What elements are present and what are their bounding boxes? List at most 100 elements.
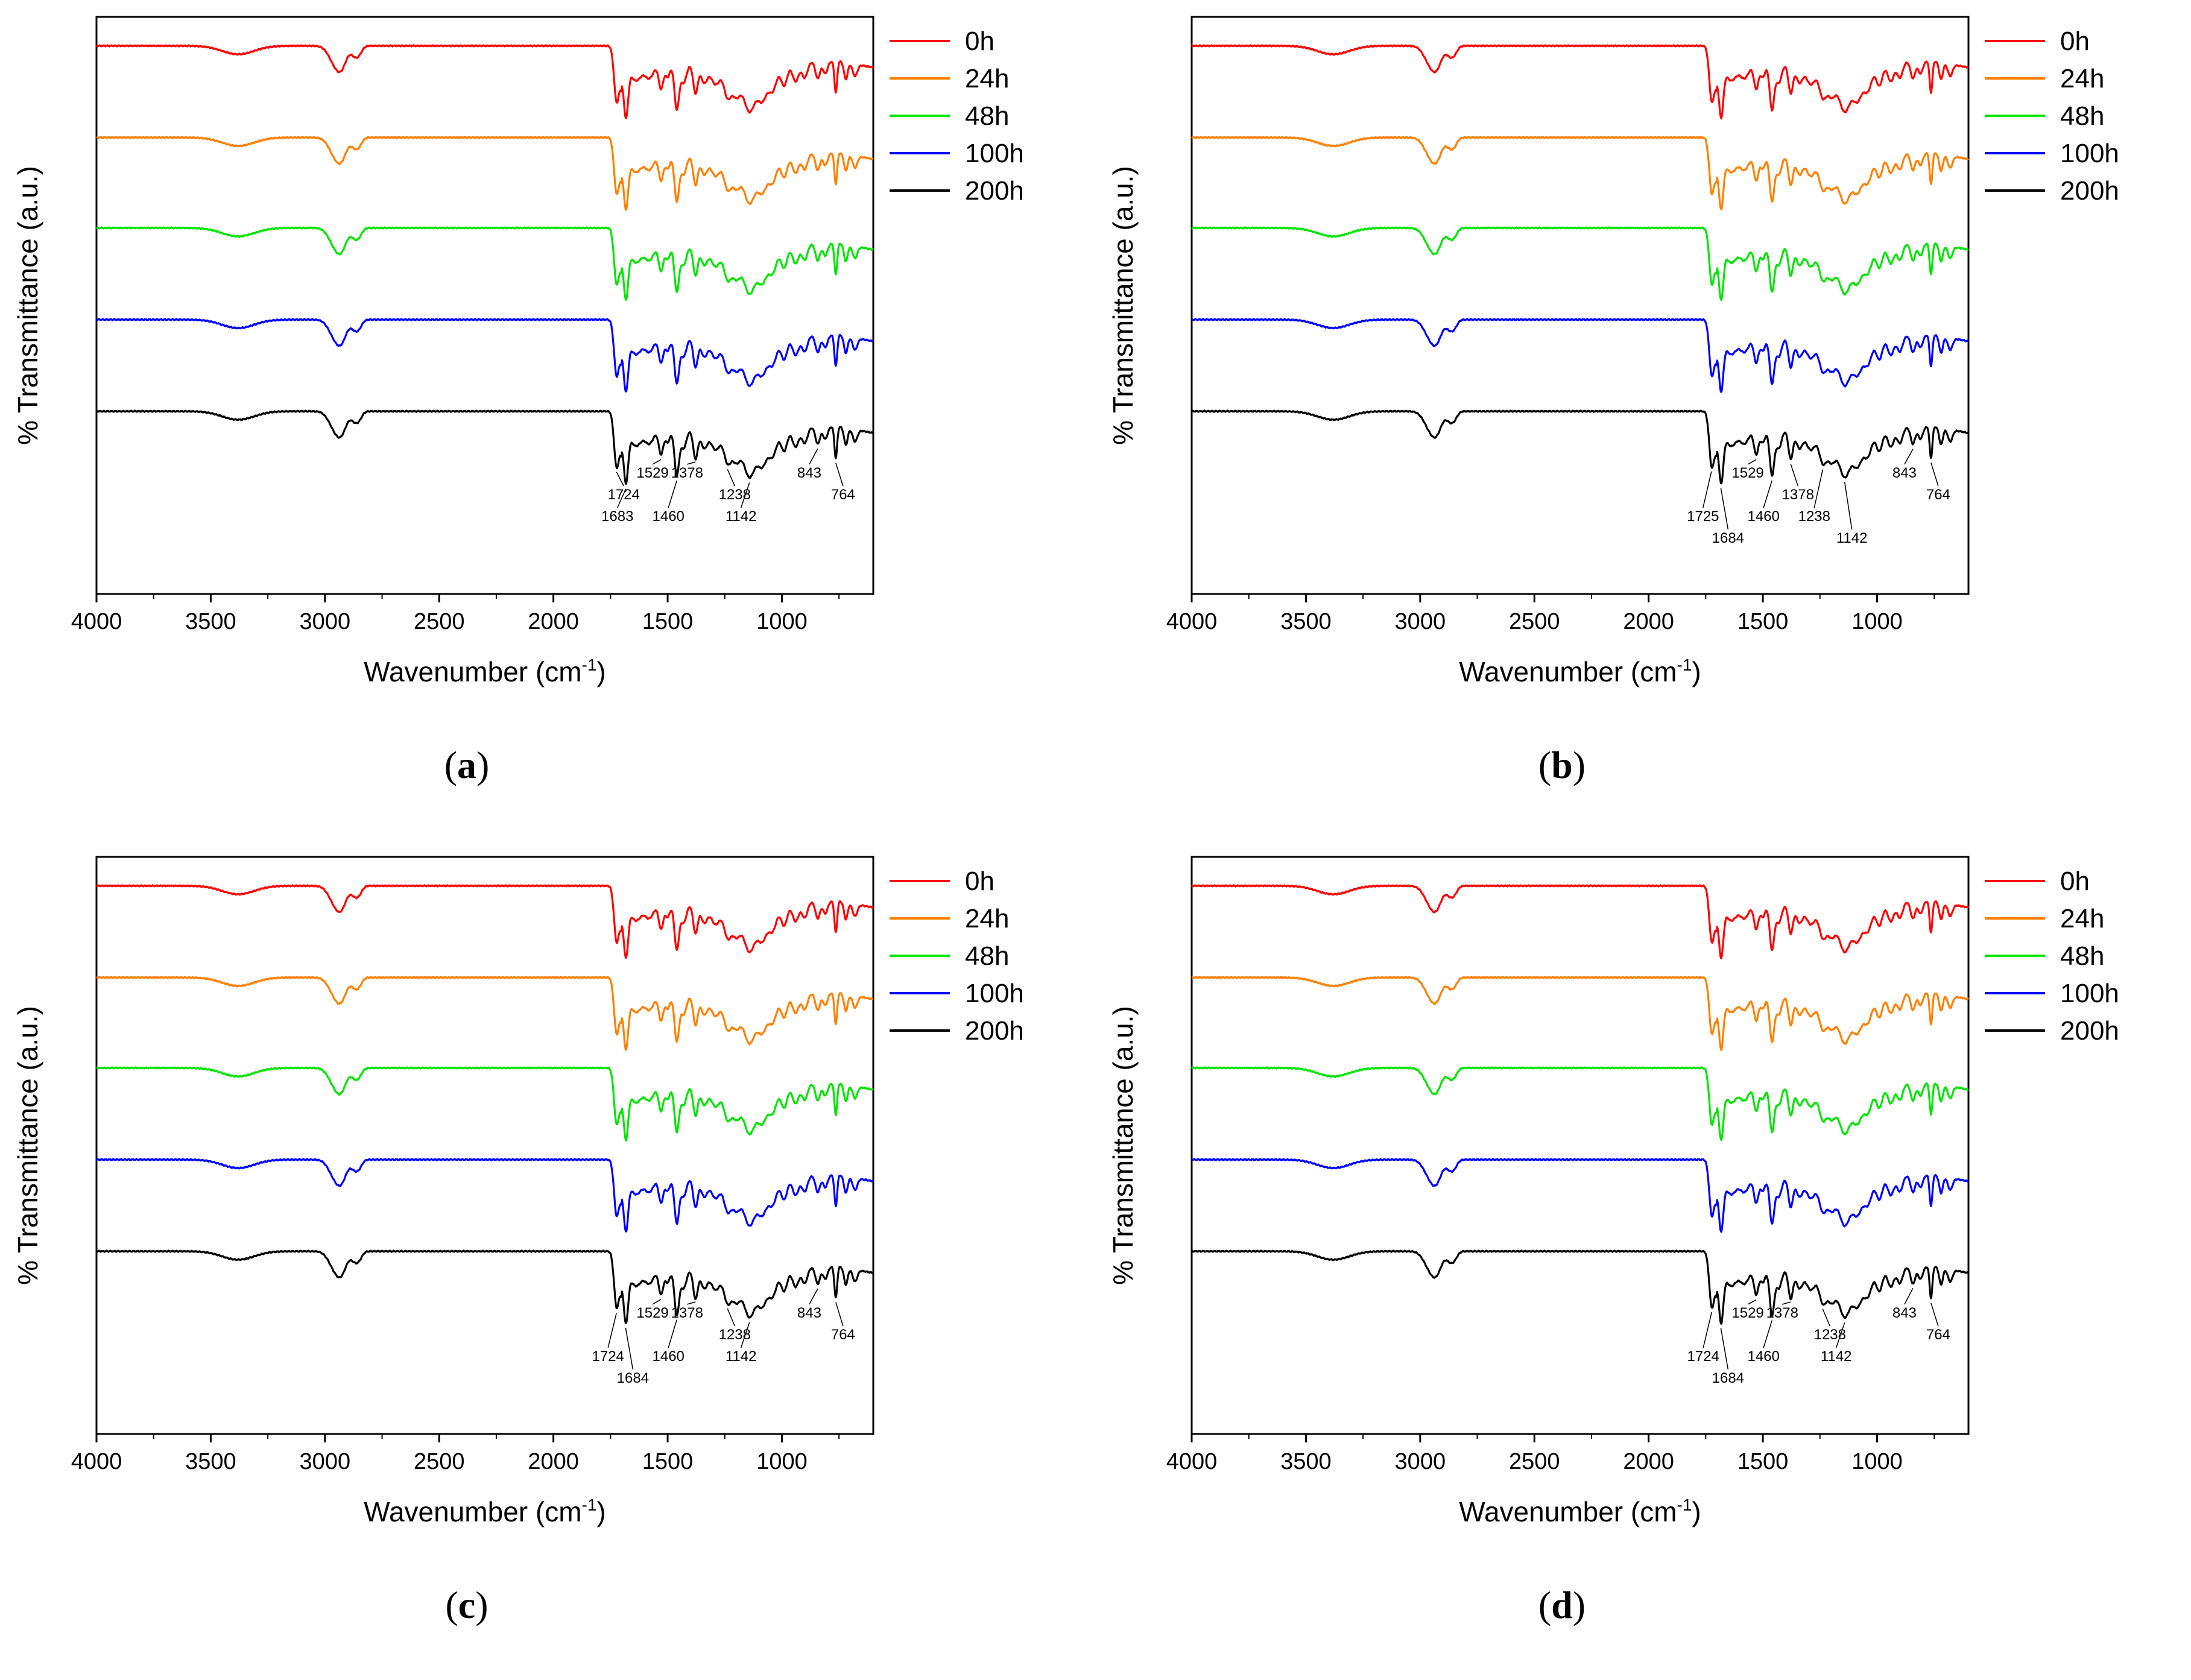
x-tick-label: 2000 <box>1623 1449 1674 1474</box>
annotation-leader <box>1747 1299 1757 1305</box>
annotation-label-1529: 1529 <box>636 465 668 481</box>
panel-b: 4000 3500 3000 2500 2000 1500 1000 Wavenumber (… <box>1095 0 2190 840</box>
annotation-label-843: 843 <box>797 465 821 481</box>
y-axis-title: % Transmittance (a.u.) <box>1107 1006 1139 1285</box>
series-line-48h <box>96 226 874 301</box>
legend-label-48h: 48h <box>965 101 1009 131</box>
x-axis-title: Wavenumber (cm-1) <box>364 655 606 687</box>
plot-frame <box>95 856 874 1435</box>
annotation-label-1529: 1529 <box>1731 1305 1763 1321</box>
y-axis-title: % Transmittance (a.u.) <box>12 166 43 445</box>
series-line-48h <box>1191 226 1969 301</box>
legend-label-0h: 0h <box>965 27 994 56</box>
annotation-label-1238: 1238 <box>719 1327 751 1343</box>
annotation-leader <box>1790 464 1798 487</box>
x-tick-label: 1500 <box>1737 1449 1789 1474</box>
annotation-label-1238: 1238 <box>719 487 751 503</box>
series-line-0h <box>96 884 874 959</box>
series-line-24h <box>96 136 874 211</box>
plot-frame <box>95 16 874 595</box>
legend-label-100h: 100h <box>965 139 1024 168</box>
panel-d: 4000 3500 3000 2500 2000 1500 1000 Wavenumber (… <box>1095 840 2190 1680</box>
legend-label-0h: 0h <box>2060 27 2090 56</box>
series-line-200h <box>1191 409 1969 485</box>
annotation-leader <box>687 461 696 465</box>
chart-d: 4000 3500 3000 2500 2000 1500 1000 Wavenumber (… <box>1107 856 2119 1626</box>
annotation-leader <box>1763 480 1772 508</box>
x-tick-label: 3000 <box>300 609 351 634</box>
x-tick-label: 3500 <box>1280 1449 1332 1474</box>
series-line-200h <box>95 1249 874 1324</box>
annotation-label-1142: 1142 <box>1836 530 1868 546</box>
x-axis-title: Wavenumber (cm-1) <box>1459 655 1701 687</box>
x-tick-label: 1500 <box>642 609 694 634</box>
annotation-label-1142: 1142 <box>726 1348 757 1365</box>
legend-label-48h: 48h <box>2060 941 2104 971</box>
chart-a: 4000 3500 3000 2500 2000 1500 1000 Wavenumber (… <box>12 16 1024 786</box>
legend-label-200h: 200h <box>2060 176 2119 206</box>
annotation-leader <box>668 1319 677 1348</box>
panel-label: (c) <box>445 1584 488 1626</box>
annotation-leader <box>727 469 735 487</box>
annotation-label-843: 843 <box>797 1305 821 1321</box>
annotation-label-1529: 1529 <box>636 1305 668 1321</box>
annotation-leader <box>1782 1301 1791 1305</box>
legend-label-48h: 48h <box>965 941 1009 971</box>
annotation-leader <box>687 1301 696 1305</box>
annotation-label-1460: 1460 <box>653 1348 684 1365</box>
annotation-label-1378: 1378 <box>671 465 703 481</box>
annotation-label-1460: 1460 <box>1748 508 1780 525</box>
annotation-leader <box>1822 1309 1831 1327</box>
annotation-label-1724: 1724 <box>592 1348 624 1365</box>
series-line-100h <box>1190 318 1970 393</box>
series-line-100h <box>1191 1158 1969 1233</box>
x-tick-label: 4000 <box>71 609 122 634</box>
x-tick-label: 1000 <box>1851 1449 1903 1474</box>
x-tick-label: 4000 <box>1166 609 1218 634</box>
annotation-label-1684: 1684 <box>1712 1370 1744 1386</box>
x-tick-label: 3000 <box>300 1449 351 1474</box>
legend-label-200h: 200h <box>965 176 1024 206</box>
annotation-leader <box>1904 449 1914 465</box>
annotation-label-1460: 1460 <box>653 508 684 525</box>
annotation-leader <box>1844 481 1853 530</box>
x-tick-label: 2500 <box>1509 609 1560 634</box>
annotation-label-1142: 1142 <box>726 508 757 525</box>
panel-label: (b) <box>1538 744 1586 786</box>
legend-label-0h: 0h <box>2060 867 2090 896</box>
series-line-200h <box>1191 1249 1969 1325</box>
x-axis-title: Wavenumber (cm-1) <box>1459 1495 1701 1527</box>
x-tick-label: 2500 <box>1509 1449 1560 1474</box>
annotation-label-764: 764 <box>1926 487 1950 503</box>
annotation-leader <box>727 1308 736 1327</box>
x-tick-label: 2000 <box>528 609 579 634</box>
x-axis-title: Wavenumber (cm-1) <box>364 1495 606 1527</box>
annotation-label-1683: 1683 <box>601 508 633 525</box>
annotation-leader <box>1930 463 1939 487</box>
panel-label: (a) <box>444 744 490 786</box>
legend-label-24h: 24h <box>965 64 1009 93</box>
annotation-label-764: 764 <box>831 1327 855 1343</box>
annotation-leader <box>625 1327 634 1370</box>
annotation-leader <box>1747 459 1757 465</box>
annotation-leader <box>740 482 750 508</box>
annotation-leader <box>835 463 844 487</box>
annotation-label-1529: 1529 <box>1731 465 1763 481</box>
annotation-label-843: 843 <box>1892 465 1917 481</box>
annotation-label-1238: 1238 <box>1814 1327 1846 1343</box>
x-tick-label: 2000 <box>1623 609 1674 634</box>
series-line-48h <box>96 1066 874 1142</box>
panel-c: 4000 3500 3000 2500 2000 1500 1000 Wavenumber (… <box>0 840 1095 1680</box>
x-tick-label: 3500 <box>185 609 236 634</box>
annotation-label-1378: 1378 <box>671 1305 703 1321</box>
annotation-leader <box>1720 1328 1729 1370</box>
legend-label-48h: 48h <box>2060 101 2104 131</box>
series-line-100h <box>96 318 874 393</box>
annotation-label-1684: 1684 <box>1712 530 1744 546</box>
x-tick-label: 1500 <box>642 1449 694 1474</box>
y-axis-title: % Transmittance (a.u.) <box>1107 166 1139 445</box>
annotation-leader <box>835 1302 844 1327</box>
series-line-24h <box>1191 976 1970 1051</box>
annotation-label-1725: 1725 <box>1687 508 1719 525</box>
plot-frame <box>1190 856 1970 1435</box>
